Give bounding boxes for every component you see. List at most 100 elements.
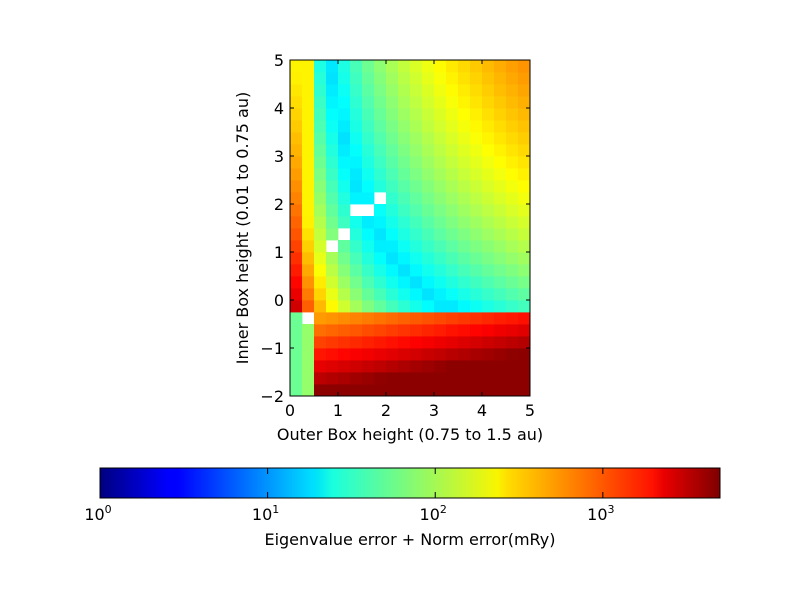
- heatmap-cell: [518, 96, 531, 109]
- heatmap-cell: [446, 372, 459, 385]
- heatmap-cell: [422, 84, 435, 97]
- heatmap-cell: [350, 120, 363, 133]
- heatmap-cell: [302, 108, 315, 121]
- heatmap-cell: [302, 348, 315, 361]
- heatmap-cell: [290, 372, 303, 385]
- heatmap-cell: [362, 96, 375, 109]
- heatmap-cell: [290, 84, 303, 97]
- colorbar-label: Eigenvalue error + Norm error(mRy): [264, 530, 555, 549]
- heatmap-cell: [398, 240, 411, 253]
- heatmap-cell: [410, 192, 423, 205]
- heatmap-cell: [338, 276, 351, 289]
- heatmap-cell: [326, 348, 339, 361]
- heatmap-cell: [326, 252, 339, 265]
- heatmap-cell: [398, 72, 411, 85]
- colorbar-ticks: 100 101 102 103: [84, 468, 615, 524]
- heatmap-cell: [470, 288, 483, 301]
- heatmap-cell: [302, 240, 315, 253]
- heatmap-cell: [470, 168, 483, 181]
- heatmap-cell: [374, 144, 387, 157]
- heatmap-cell: [458, 108, 471, 121]
- heatmap-cell: [386, 132, 399, 145]
- heatmap-cell: [302, 84, 315, 97]
- heatmap-cell: [446, 324, 459, 337]
- heatmap-cell: [374, 312, 387, 325]
- heatmap-cell: [338, 156, 351, 169]
- heatmap-cell: [398, 144, 411, 157]
- heatmap-cell: [338, 348, 351, 361]
- heatmap-cell: [338, 96, 351, 109]
- heatmap-cell: [470, 300, 483, 313]
- heatmap-cell: [326, 204, 339, 217]
- heatmap-cell: [482, 120, 495, 133]
- y-tick-label: 0: [274, 291, 284, 310]
- heatmap-cell: [422, 336, 435, 349]
- heatmap-cell: [290, 144, 303, 157]
- heatmap-cell: [506, 348, 519, 361]
- heatmap-cell: [362, 120, 375, 133]
- heatmap-cell: [386, 96, 399, 109]
- heatmap-cell: [362, 192, 375, 205]
- heatmap-cell: [302, 264, 315, 277]
- heatmap-cell: [338, 108, 351, 121]
- heatmap-cell: [326, 72, 339, 85]
- heatmap-cell: [290, 204, 303, 217]
- heatmap-cell: [446, 360, 459, 373]
- heatmap-cell: [350, 192, 363, 205]
- heatmap-cell: [398, 360, 411, 373]
- heatmap-cell: [350, 240, 363, 253]
- heatmap-cell: [410, 132, 423, 145]
- heatmap-cell: [494, 276, 507, 289]
- heatmap-cell: [350, 228, 363, 241]
- heatmap-cell: [326, 60, 339, 73]
- heatmap-cell: [302, 252, 315, 265]
- heatmap-cell: [482, 156, 495, 169]
- heatmap-cell: [470, 72, 483, 85]
- heatmap-cell: [458, 96, 471, 109]
- heatmap-cell: [446, 132, 459, 145]
- heatmap-cell: [302, 216, 315, 229]
- heatmap-cell: [494, 120, 507, 133]
- heatmap-cell: [434, 360, 447, 373]
- heatmap-cell: [290, 252, 303, 265]
- heatmap-cell: [434, 120, 447, 133]
- heatmap-cell: [506, 312, 519, 325]
- heatmap-cell: [470, 96, 483, 109]
- heatmap-cell: [518, 108, 531, 121]
- heatmap-cell: [290, 216, 303, 229]
- heatmap-cell: [458, 120, 471, 133]
- heatmap-cell: [482, 144, 495, 157]
- heatmap-cell: [362, 252, 375, 265]
- heatmap-cell: [422, 300, 435, 313]
- heatmap-cell: [338, 372, 351, 385]
- heatmap-cell: [290, 264, 303, 277]
- heatmap-cell: [458, 180, 471, 193]
- heatmap-cell: [386, 168, 399, 181]
- heatmap-cell: [314, 192, 327, 205]
- heatmap-cell: [326, 324, 339, 337]
- heatmap-cell: [302, 288, 315, 301]
- heatmap-cell: [302, 60, 315, 73]
- heatmap-cell: [494, 360, 507, 373]
- heatmap-cell: [446, 336, 459, 349]
- heatmap-cell: [386, 60, 399, 73]
- heatmap-cell: [410, 348, 423, 361]
- heatmap-cell: [446, 252, 459, 265]
- heatmap-cell: [374, 84, 387, 97]
- heatmap-cell: [374, 264, 387, 277]
- heatmap-cell: [494, 264, 507, 277]
- heatmap-cell: [482, 360, 495, 373]
- heatmap-cell: [458, 300, 471, 313]
- heatmap-cell: [422, 276, 435, 289]
- colorbar-tick-label: 101: [252, 503, 279, 524]
- heatmap-cell: [374, 240, 387, 253]
- heatmap-cell: [362, 324, 375, 337]
- heatmap-cell: [446, 72, 459, 85]
- heatmap-cell: [386, 276, 399, 289]
- heatmap-cell: [350, 276, 363, 289]
- heatmap-cell: [362, 288, 375, 301]
- x-axis-label: Outer Box height (0.75 to 1.5 au): [277, 425, 543, 444]
- heatmap-cell: [410, 168, 423, 181]
- heatmap-cell: [518, 336, 531, 349]
- heatmap-cell: [434, 240, 447, 253]
